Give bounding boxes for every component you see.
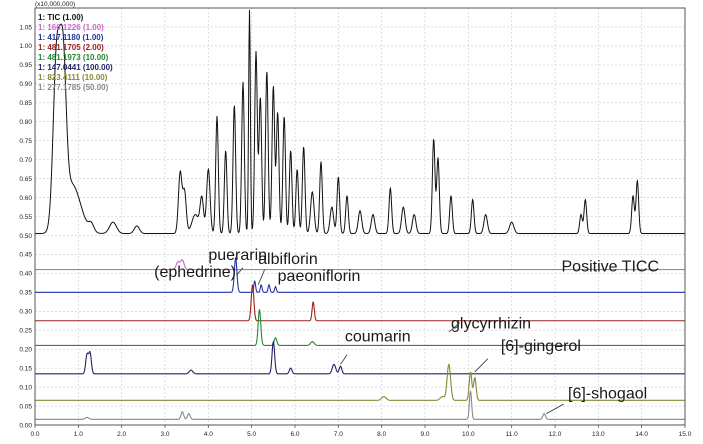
x-tick-label: 14.0 [635,431,648,438]
x-tick-label: 9.0 [420,431,429,438]
x-tick-label: 4.0 [204,431,213,438]
x-tick-label: 8.0 [377,431,386,438]
annotation-label: puerarin [208,247,267,264]
y-tick-label: 0.10 [19,384,32,391]
y-tick-label: 1.05 [19,24,32,31]
y-tick-label: 0.65 [19,176,32,183]
annotation-label: coumarin [345,329,411,346]
x-tick-label: 6.0 [290,431,299,438]
x-tick-label: 15.0 [679,431,692,438]
y-tick-label: 0.90 [19,81,32,88]
series-line [35,309,685,346]
legend-entry: 1: 417.1180 (1.00) [38,33,104,42]
y-tick-label: 0.35 [19,290,32,297]
series-line [35,363,685,401]
series-line [35,284,685,322]
series-line [35,9,685,235]
y-tick-label: 0.70 [19,157,32,164]
traces [35,9,685,420]
x-tick-label: 1.0 [74,431,83,438]
y-tick-label: 0.00 [19,422,32,429]
annotation-leader-line [257,269,266,285]
y-tick-label: 0.20 [19,346,32,353]
annotation-label: Positive TICC [562,258,660,275]
x-tick-label: 13.0 [592,431,605,438]
x-tick-label: 3.0 [160,431,169,438]
axis-ticks: 0.00 0.05 0.10 0.15 0.20 0.25 0.30 0.35 0.40 0.45… [19,24,691,438]
y-tick-label: 1.00 [19,43,32,50]
annotation-label: [6]-gingerol [501,338,581,355]
x-tick-label: 10.0 [462,431,475,438]
y-tick-label: 0.55 [19,214,32,221]
annotation-leader-line [546,403,564,414]
annotation-leader-line [236,267,244,276]
y-tick-label: 0.85 [19,100,32,107]
x-tick-label: 2.0 [117,431,126,438]
legend-entry: 1: 481.1973 (10.00) [38,53,109,62]
series-line [35,256,685,293]
legend-entry: 1: 166.1226 (1.00) [38,23,104,32]
annotation-leaders [236,267,564,414]
series-line [35,259,685,271]
y-tick-label: 0.75 [19,138,32,145]
y-tick-label: 0.15 [19,365,32,372]
x-tick-label: 0.0 [30,431,39,438]
annotation-label: albiflorin [258,251,318,268]
legend-entry: 1: 277.1785 (50.00) [38,83,109,92]
legend-entry: 1: 823.4111 (10.00) [38,73,108,82]
annotation-leader-line [340,354,348,365]
x-tick-label: 7.0 [334,431,343,438]
series-line [35,390,685,420]
legend-entry: 1: 481.1705 (2.00) [38,43,104,52]
series-line [35,340,685,375]
legend-entry: 1: 147.0441 (100.00) [38,63,113,72]
annotation-leader-line [474,358,489,373]
y-tick-label: 0.05 [19,403,32,410]
x-tick-label: 5.0 [247,431,256,438]
y-tick-label: 0.40 [19,271,32,278]
x-tick-label: 11.0 [506,431,519,438]
y-tick-label: 0.25 [19,328,32,335]
y-tick-label: 0.80 [19,119,32,126]
annotation-label: paeoniflorin [278,268,361,285]
y-tick-label: 0.50 [19,233,32,240]
y-tick-label: 0.30 [19,309,32,316]
y-tick-label: 0.45 [19,252,32,259]
y-multiplier-label: (x10,000,000) [35,1,75,8]
plot-frame [34,7,686,426]
legend: 1: TIC (1.00)1: 166.1226 (1.00)1: 417.11… [38,13,113,92]
x-tick-label: 12.0 [549,431,562,438]
legend-entry: 1: TIC (1.00) [38,13,84,22]
y-tick-label: 0.95 [19,62,32,69]
y-tick-label: 0.60 [19,195,32,202]
annotation-leader-line [448,322,460,333]
annotation-label: (ephedrine) [154,264,236,281]
annotation-label: [6]-shogaol [568,385,647,402]
annotation-label: glycyrrhizin [451,315,531,332]
